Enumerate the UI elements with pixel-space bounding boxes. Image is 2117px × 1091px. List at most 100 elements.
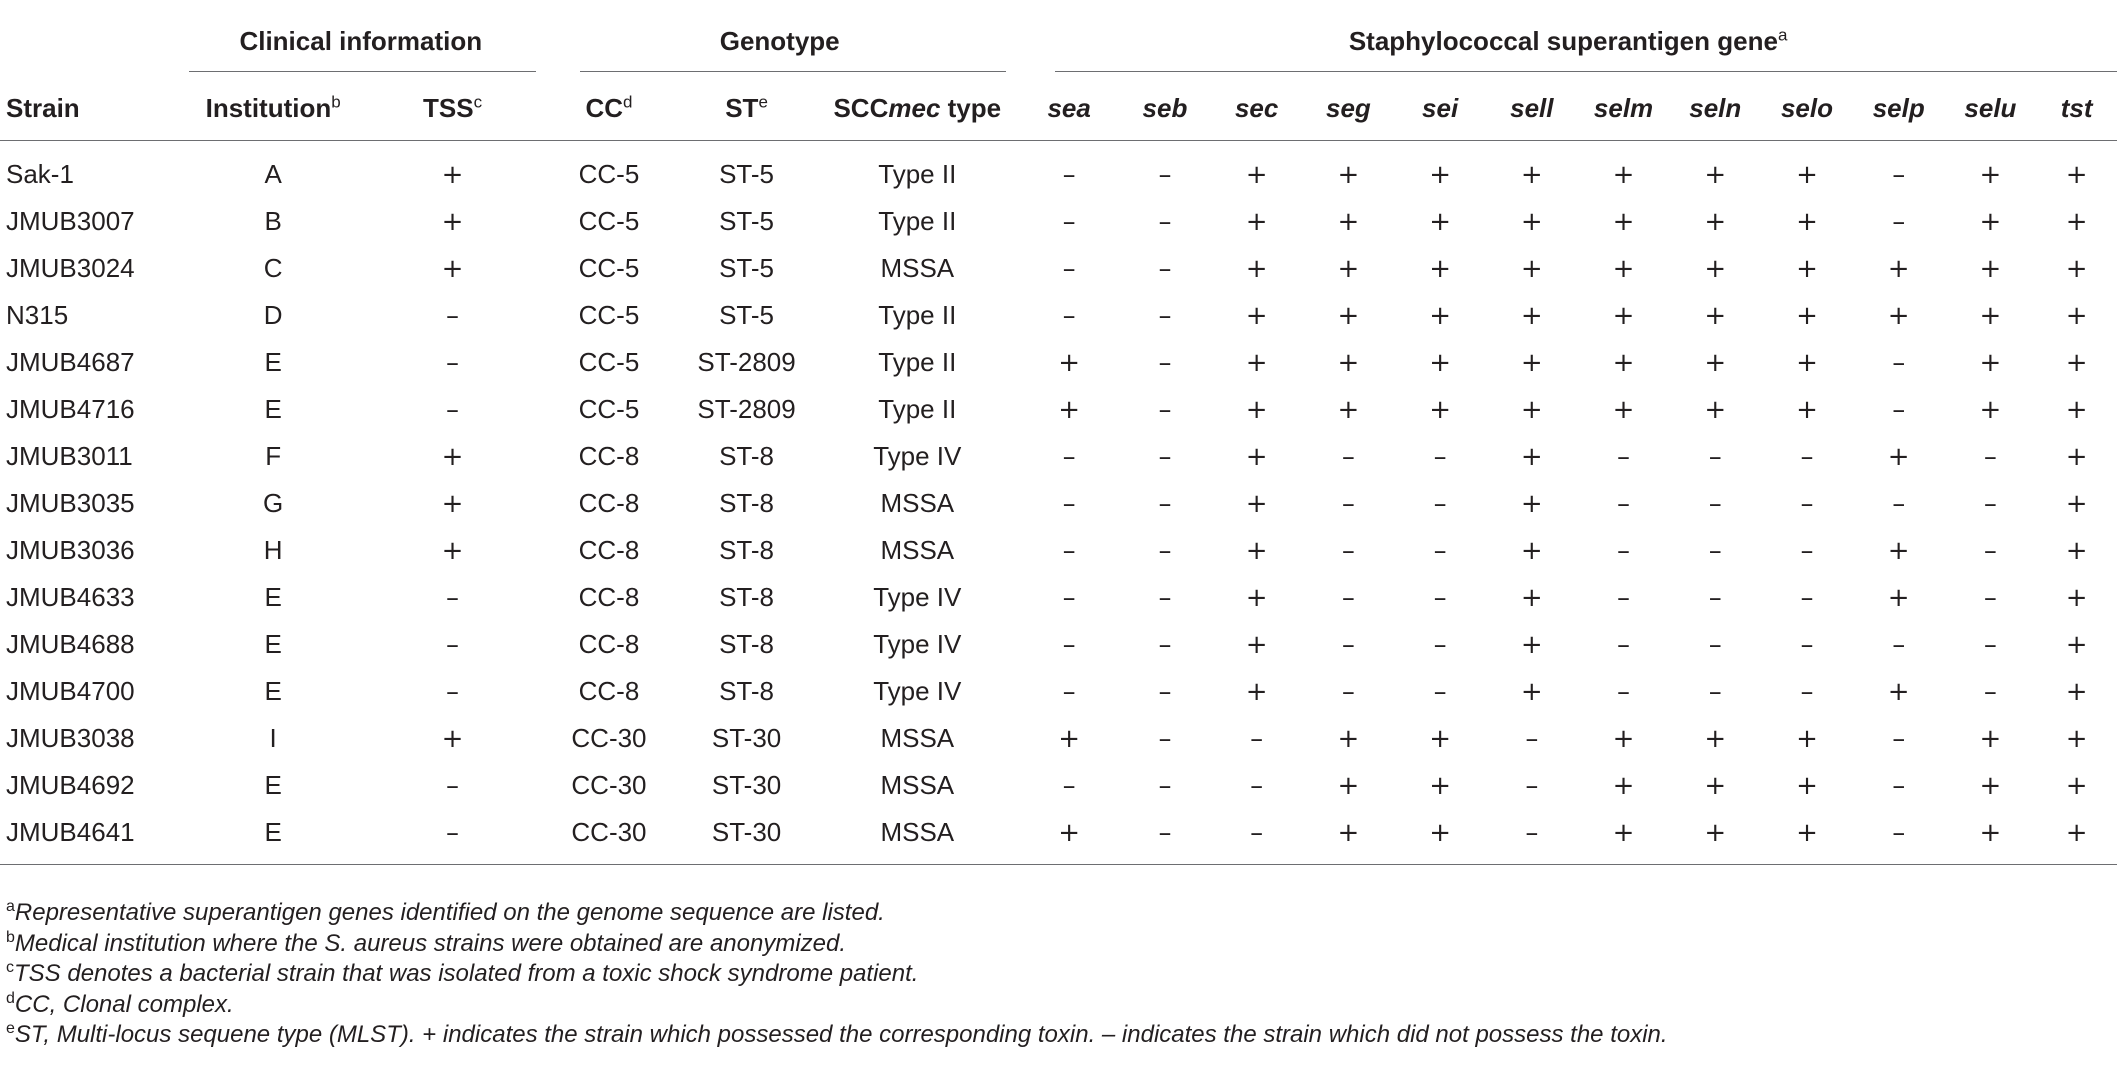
cell-institution: I — [269, 723, 277, 753]
cell-gene-selm: + — [1612, 206, 1635, 237]
cell-institution: G — [263, 488, 284, 518]
cell-gene-selm: + — [1612, 770, 1635, 801]
footnote-e: eST, Multi-locus sequene type (MLST). + … — [6, 1020, 1668, 1051]
cell-tss: – — [446, 582, 460, 613]
table-row: JMUB4687 E – CC-5 ST-2809 Type II + – + + + + + + + – + + — [0, 339, 2117, 386]
cell-institution: B — [264, 206, 282, 236]
cell-institution: E — [264, 582, 282, 612]
col-st-label: ST — [725, 92, 759, 123]
cell-sccmec-type: Type II — [878, 300, 957, 330]
footnote-mark: b — [6, 928, 15, 946]
cell-cc: CC-8 — [578, 441, 640, 471]
cell-tss: – — [446, 300, 460, 331]
cell-gene-sec: – — [1250, 770, 1264, 801]
cell-gene-selp: – — [1892, 347, 1906, 378]
col-tss: TSSc — [365, 76, 540, 141]
cell-gene-selp: – — [1892, 629, 1906, 660]
cell-gene-seg: – — [1341, 488, 1355, 519]
cell-strain: JMUB4687 — [6, 347, 135, 377]
cell-institution: A — [264, 159, 282, 189]
cell-gene-tst: + — [2065, 629, 2088, 660]
cell-gene-selp: – — [1892, 723, 1906, 754]
cell-gene-tst: + — [2065, 582, 2088, 613]
cell-sccmec-type: MSSA — [880, 723, 955, 753]
cell-gene-tst: + — [2065, 817, 2088, 848]
cell-gene-selm: + — [1612, 300, 1635, 331]
cell-strain: JMUB4692 — [6, 770, 135, 800]
cell-strain: JMUB3024 — [6, 253, 135, 283]
group-genotype: Genotype — [540, 6, 1019, 76]
cell-sccmec-type: MSSA — [880, 488, 955, 518]
cell-tss: – — [446, 817, 460, 848]
cell-gene-seb: – — [1158, 535, 1172, 566]
cell-gene-selp: + — [1887, 676, 1910, 707]
cell-gene-selu: + — [1979, 253, 2002, 284]
cell-cc: CC-5 — [578, 347, 640, 377]
column-header-row: Strain Institutionb TSSc CCd STe SCCmec … — [0, 76, 2117, 141]
cell-gene-selp: – — [1892, 488, 1906, 519]
cell-gene-selu: + — [1979, 206, 2002, 237]
cell-gene-selo: + — [1796, 347, 1818, 378]
cell-institution: E — [264, 629, 282, 659]
cell-strain: JMUB4641 — [6, 817, 135, 847]
cell-gene-seg: + — [1337, 206, 1360, 237]
table-row: N315 D – CC-5 ST-5 Type II – – + + + + + + + + + + — [0, 292, 2117, 339]
cell-strain: JMUB4688 — [6, 629, 135, 659]
footnote-mark: e — [6, 1020, 15, 1037]
cell-gene-sell: – — [1525, 770, 1539, 801]
cell-gene-seln: – — [1708, 488, 1722, 519]
group-clinical-information: Clinical information — [181, 6, 540, 76]
cell-cc: CC-8 — [578, 676, 640, 706]
cell-gene-tst: + — [2065, 347, 2088, 378]
cell-gene-sei: + — [1429, 817, 1451, 848]
cell-gene-seln: – — [1708, 441, 1722, 472]
cell-gene-seg: – — [1341, 535, 1355, 566]
cell-gene-seb: – — [1158, 582, 1172, 613]
cell-tss: + — [441, 488, 464, 519]
cell-gene-sei: – — [1433, 676, 1447, 707]
cell-institution: E — [264, 676, 282, 706]
cell-st: ST-2809 — [697, 394, 796, 424]
footnote-mark: c — [6, 959, 14, 976]
cell-cc: CC-5 — [578, 159, 640, 189]
cell-gene-selm: – — [1617, 676, 1631, 707]
cell-sccmec-type: MSSA — [880, 253, 955, 283]
cell-tss: – — [446, 347, 460, 378]
col-gene-seg: seg — [1325, 92, 1371, 123]
cell-gene-selp: – — [1892, 206, 1906, 237]
cell-gene-seln: + — [1704, 770, 1727, 801]
cell-cc: CC-30 — [571, 723, 647, 753]
cell-gene-selo: – — [1800, 582, 1814, 613]
cell-gene-selm: – — [1617, 441, 1631, 472]
cell-gene-sell: + — [1520, 629, 1543, 660]
cell-sccmec-type: Type II — [878, 159, 957, 189]
cell-gene-sell: + — [1520, 535, 1543, 566]
table-row: JMUB3011 F + CC-8 ST-8 Type IV – – + – – + – – – + – + — [0, 433, 2117, 480]
cell-gene-sell: + — [1520, 159, 1543, 190]
group-clinical-label: Clinical information — [239, 25, 483, 56]
cell-gene-sea: + — [1058, 394, 1081, 425]
group-genotype-rule — [580, 71, 1007, 72]
cell-strain: JMUB3011 — [6, 441, 133, 471]
cell-gene-tst: + — [2065, 770, 2088, 801]
cell-st: ST-8 — [719, 676, 775, 706]
cell-gene-selu: – — [1983, 441, 1997, 472]
cell-gene-seb: – — [1158, 300, 1172, 331]
cell-gene-selu: – — [1983, 488, 1997, 519]
cell-gene-selo: + — [1796, 817, 1818, 848]
cell-gene-sei: + — [1429, 394, 1451, 425]
cell-gene-selm: + — [1612, 253, 1635, 284]
col-gene-sec: sec — [1234, 92, 1279, 123]
cell-gene-selu: + — [1979, 770, 2002, 801]
cell-gene-seg: + — [1337, 723, 1360, 754]
cell-st: ST-8 — [719, 582, 775, 612]
cell-gene-selo: + — [1796, 723, 1818, 754]
cell-gene-sec: + — [1245, 347, 1268, 378]
cell-st: ST-5 — [719, 159, 775, 189]
cell-gene-sei: – — [1433, 488, 1447, 519]
cell-tss: – — [446, 770, 460, 801]
col-gene-selu: selu — [1964, 92, 2017, 123]
col-st: STe — [678, 76, 816, 141]
footnote-text: Medical institution where the S. aureus … — [14, 929, 847, 957]
col-gene-seb: seb — [1142, 92, 1188, 123]
